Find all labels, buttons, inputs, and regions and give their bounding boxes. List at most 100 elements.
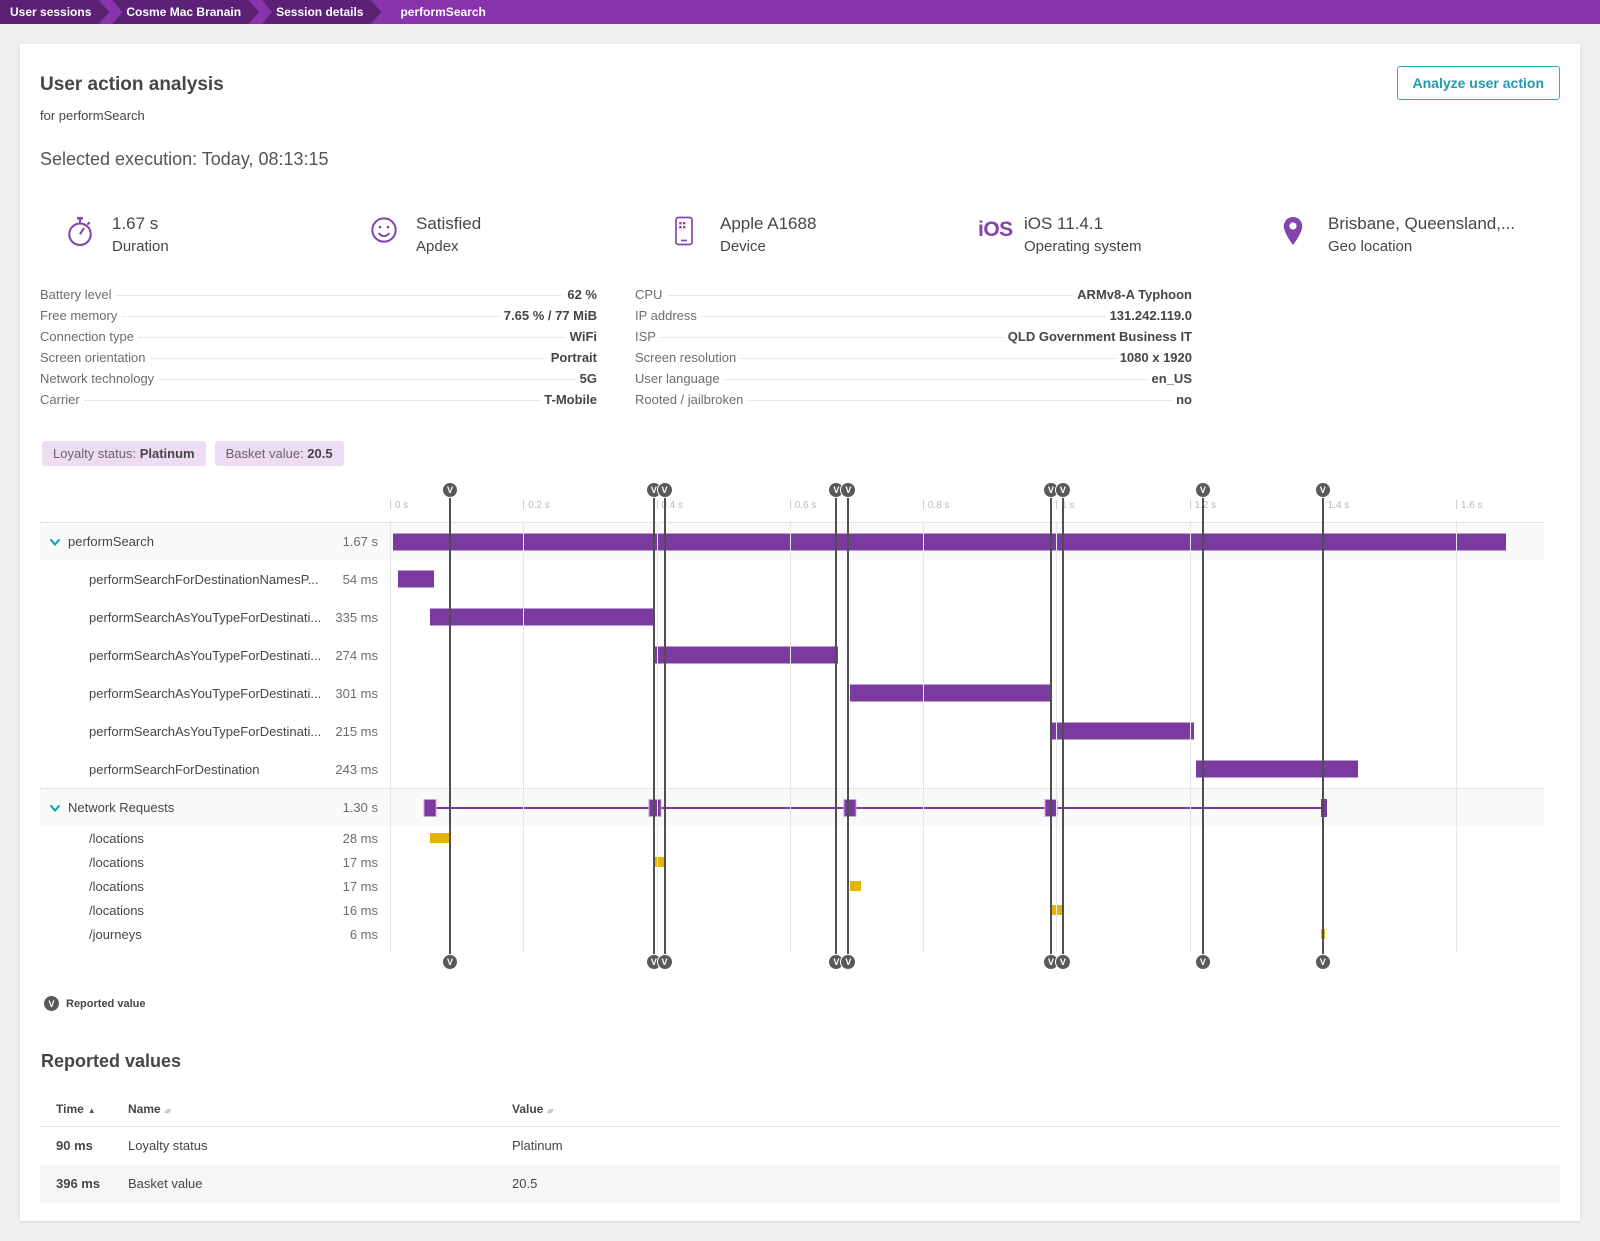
chart-row-performsearchfordestination: performSearchForDestination 243 ms bbox=[40, 750, 1544, 788]
detail-row: Battery level 62 % bbox=[40, 287, 597, 308]
reported-value-marker-bottom[interactable]: V bbox=[645, 954, 662, 970]
network-request-bar[interactable] bbox=[429, 833, 449, 843]
row-name: performSearchAsYouTypeForDestinati... bbox=[89, 685, 322, 701]
dotted-leader bbox=[667, 295, 1073, 296]
dotted-leader bbox=[138, 337, 565, 338]
row-plot-area bbox=[390, 523, 1536, 560]
reported-value-row: 90 ms Loyalty status Platinum bbox=[40, 1127, 1560, 1165]
reported-value-marker-bottom[interactable]: V bbox=[828, 954, 845, 970]
detail-label: Battery level bbox=[40, 287, 112, 302]
phone-icon bbox=[674, 216, 704, 250]
network-request-bar[interactable] bbox=[849, 881, 862, 891]
row-name: performSearchAsYouTypeForDestinati... bbox=[89, 609, 322, 625]
detail-value: 131.242.119.0 bbox=[1109, 308, 1192, 323]
sort-header-value[interactable]: Value ▴▾ bbox=[512, 1094, 1560, 1127]
row-duration: 54 ms bbox=[342, 571, 378, 587]
ios-icon: iOS bbox=[978, 218, 1013, 241]
action-duration-bar[interactable] bbox=[393, 533, 1506, 550]
row-label-cell[interactable]: Network Requests 1.30 s bbox=[40, 800, 390, 815]
reported-name-cell: Basket value bbox=[128, 1176, 203, 1191]
action-duration-bar[interactable] bbox=[1196, 760, 1359, 778]
network-request-node[interactable] bbox=[423, 798, 437, 817]
row-label-cell[interactable]: /journeys 6 ms bbox=[40, 927, 390, 942]
action-duration-bar[interactable] bbox=[655, 646, 838, 664]
row-label-cell[interactable]: performSearchAsYouTypeForDestinati... 335… bbox=[40, 610, 390, 625]
row-label-cell[interactable]: /locations 17 ms bbox=[40, 879, 390, 894]
network-request-bar[interactable] bbox=[655, 857, 667, 867]
row-label-cell[interactable]: performSearchAsYouTypeForDestinati... 215… bbox=[40, 724, 390, 739]
row-plot-area bbox=[390, 874, 1536, 898]
stat-value: Brisbane, Queensland,... bbox=[1328, 214, 1516, 233]
detail-value: QLD Government Business IT bbox=[1007, 329, 1192, 344]
sort-icon: ▴▾ bbox=[547, 1108, 553, 1115]
stat-text: iOS 11.4.1 Operating system bbox=[1024, 214, 1142, 255]
chevron-down-icon[interactable] bbox=[49, 802, 61, 814]
breadcrumb-item-session-details[interactable]: Session details bbox=[262, 0, 381, 24]
reported-values-title: Reported values bbox=[41, 1051, 182, 1071]
summary-stat-duration: 1.67 s Duration bbox=[40, 214, 344, 255]
action-duration-bar[interactable] bbox=[849, 684, 1051, 702]
stat-value: Satisfied bbox=[416, 214, 482, 233]
detail-label: User language bbox=[635, 371, 720, 386]
selected-execution-label: Selected execution: Today, 08:13:15 bbox=[40, 149, 329, 169]
reported-value-marker-bottom[interactable]: V bbox=[1042, 954, 1059, 970]
sort-icon: ▴▾ bbox=[164, 1108, 171, 1115]
row-label-cell[interactable]: performSearch 1.67 s bbox=[40, 534, 390, 549]
chart-row--locations: /locations 28 ms bbox=[40, 826, 1544, 850]
breadcrumb-item-performsearch[interactable]: performSearch bbox=[400, 5, 486, 19]
network-request-node[interactable] bbox=[843, 798, 857, 817]
network-request-node[interactable] bbox=[648, 798, 662, 817]
row-duration: 301 ms bbox=[335, 685, 378, 701]
row-duration: 6 ms bbox=[349, 926, 378, 942]
analyze-user-action-button[interactable]: Analyze user action bbox=[1396, 66, 1560, 100]
reported-value-marker-bottom[interactable]: V bbox=[1054, 954, 1071, 970]
row-label-cell[interactable]: performSearchForDestination 243 ms bbox=[40, 762, 390, 777]
row-plot-area bbox=[390, 789, 1536, 826]
detail-value: ARMv8-A Typhoon bbox=[1077, 287, 1192, 302]
chart-row-performsearchasyoutypefordestinati-: performSearchAsYouTypeForDestinati... 335… bbox=[40, 598, 1544, 636]
row-name: /locations bbox=[89, 854, 144, 870]
detail-value: Portrait bbox=[550, 350, 597, 365]
detail-value: 7.65 % / 77 MiB bbox=[503, 308, 597, 323]
stat-label: Geo location bbox=[1328, 238, 1413, 255]
reported-value-marker-bottom[interactable]: V bbox=[441, 954, 458, 970]
row-label-cell[interactable]: performSearchForDestinationNamesP... 54 m… bbox=[40, 572, 390, 587]
chevron-down-icon[interactable] bbox=[49, 536, 61, 548]
row-duration: 274 ms bbox=[335, 647, 378, 663]
row-name: performSearchAsYouTypeForDestinati... bbox=[89, 723, 322, 739]
row-plot-area bbox=[390, 850, 1536, 874]
breadcrumb-item-user-sessions[interactable]: User sessions bbox=[0, 0, 109, 24]
row-plot-area bbox=[390, 560, 1536, 598]
reported-value-marker-bottom[interactable]: V bbox=[1194, 954, 1211, 970]
sort-header-name[interactable]: Name ▴▾ bbox=[128, 1094, 512, 1127]
row-label-cell[interactable]: /locations 16 ms bbox=[40, 903, 390, 918]
row-duration: 17 ms bbox=[342, 878, 378, 894]
action-duration-bar[interactable] bbox=[397, 570, 434, 588]
row-label-cell[interactable]: /locations 17 ms bbox=[40, 855, 390, 870]
chart-time-axis: 0 s 0.2 s 0.4 s 0.6 s 0.8 s 1 s 1.2 s 1.… bbox=[40, 480, 1544, 522]
reported-value-marker-bottom[interactable]: V bbox=[840, 954, 857, 970]
dotted-leader bbox=[748, 400, 1172, 401]
detail-row: User language en_US bbox=[635, 371, 1192, 392]
row-plot-area bbox=[390, 898, 1536, 922]
chart-row-performsearchasyoutypefordestinati-: performSearchAsYouTypeForDestinati... 215… bbox=[40, 712, 1544, 750]
network-request-end-node[interactable] bbox=[1321, 798, 1328, 817]
breadcrumb-item-cosme-mac-branain[interactable]: Cosme Mac Branain bbox=[112, 0, 259, 24]
sort-header-time[interactable]: Time ▲ bbox=[40, 1094, 128, 1127]
dotted-leader bbox=[159, 379, 575, 380]
row-duration: 17 ms bbox=[342, 854, 378, 870]
action-duration-bar[interactable] bbox=[1050, 722, 1195, 740]
network-request-bar[interactable] bbox=[1321, 929, 1326, 939]
row-label-cell[interactable]: /locations 28 ms bbox=[40, 831, 390, 846]
action-duration-bar[interactable] bbox=[429, 608, 654, 626]
dotted-leader bbox=[741, 358, 1115, 359]
row-label-cell[interactable]: performSearchAsYouTypeForDestinati... 301… bbox=[40, 686, 390, 701]
reported-value-marker-bottom[interactable]: V bbox=[1314, 954, 1331, 970]
row-label-cell[interactable]: performSearchAsYouTypeForDestinati... 274… bbox=[40, 648, 390, 663]
network-request-bar[interactable] bbox=[1050, 905, 1062, 915]
reported-value-marker-bottom[interactable]: V bbox=[656, 954, 673, 970]
row-duration: 335 ms bbox=[335, 609, 378, 625]
row-duration: 215 ms bbox=[335, 723, 378, 739]
tag-value: 20.5 bbox=[307, 446, 333, 461]
network-request-node[interactable] bbox=[1044, 798, 1058, 817]
